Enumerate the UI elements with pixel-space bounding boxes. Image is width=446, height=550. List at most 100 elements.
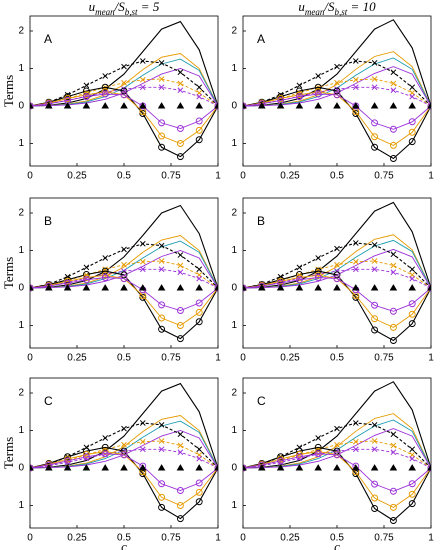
y-axis-label: Terms — [1, 257, 16, 289]
marker — [195, 284, 203, 291]
marker — [121, 425, 127, 432]
marker — [63, 284, 72, 291]
title-part: mean — [95, 7, 115, 17]
y-tick-label: 1 — [231, 500, 237, 511]
marker — [390, 449, 397, 456]
marker — [30, 464, 34, 472]
marker — [214, 284, 218, 292]
marker — [120, 87, 128, 95]
marker — [295, 453, 303, 461]
marker — [196, 446, 203, 453]
marker — [427, 284, 431, 292]
marker — [408, 118, 416, 126]
marker — [158, 503, 166, 511]
y-axis-label: Terms — [1, 437, 16, 469]
marker — [196, 93, 203, 100]
marker — [64, 95, 72, 102]
panel: 0 0.25 0.5 0.75 1 2 1 0 1 B — [231, 197, 434, 364]
marker — [195, 318, 203, 326]
title-part: mean — [305, 7, 325, 17]
x-tick-label: 0 — [27, 533, 33, 544]
marker — [352, 293, 360, 301]
marker — [139, 110, 147, 117]
marker — [371, 505, 379, 512]
marker — [63, 102, 72, 109]
series-line — [243, 86, 431, 160]
marker — [389, 503, 397, 511]
marker — [158, 325, 166, 333]
marker — [390, 431, 397, 438]
x-tick-label: 0.75 — [161, 171, 181, 182]
marker — [371, 133, 379, 141]
marker — [371, 258, 378, 264]
y-axis-label: Terms — [1, 75, 16, 107]
marker — [371, 301, 379, 309]
marker — [120, 464, 128, 471]
marker — [314, 271, 322, 279]
y-tick-label: 1 — [231, 245, 237, 256]
y-tick-label: 1 — [231, 138, 237, 149]
marker — [427, 464, 431, 472]
marker — [101, 271, 109, 279]
marker — [243, 284, 247, 292]
marker — [408, 480, 416, 488]
marker — [352, 84, 359, 91]
y-tick-label: 1 — [18, 500, 24, 511]
marker — [258, 102, 266, 109]
panel: 0 0.25 0.5 0.75 1 2 1 0 1 C Terms c — [1, 377, 221, 550]
marker — [64, 93, 72, 101]
marker — [243, 102, 247, 109]
x-tick-label: 0.75 — [161, 533, 181, 544]
y-tick-label: 1 — [231, 320, 237, 331]
marker — [195, 464, 203, 471]
marker — [296, 444, 303, 451]
marker — [64, 453, 72, 461]
marker — [177, 87, 184, 94]
series-line — [243, 57, 431, 107]
marker — [83, 82, 90, 89]
marker — [370, 284, 379, 291]
marker — [177, 262, 184, 269]
title-part: u — [298, 0, 305, 14]
x-tick-label: 0.25 — [280, 171, 300, 182]
series-line — [243, 201, 431, 289]
marker — [371, 326, 379, 334]
x-tick-label: 0.75 — [161, 353, 181, 364]
marker — [371, 60, 378, 66]
axes-box — [29, 377, 219, 529]
marker — [277, 93, 285, 101]
x-tick-label: 1 — [428, 171, 434, 182]
marker — [121, 79, 127, 86]
title-part: b,st — [335, 7, 348, 17]
y-tick-label: 1 — [18, 245, 24, 256]
marker — [139, 420, 146, 426]
marker — [176, 515, 184, 523]
y-tick-label: 1 — [18, 320, 24, 331]
marker — [389, 141, 397, 149]
marker — [176, 140, 184, 147]
series-line — [243, 446, 431, 522]
series-line — [243, 274, 431, 328]
marker — [177, 80, 184, 87]
series-line — [30, 382, 218, 469]
marker — [258, 284, 266, 291]
marker — [334, 245, 340, 252]
marker — [139, 464, 147, 471]
y-tick-label: 2 — [18, 208, 24, 219]
series-line — [30, 274, 218, 327]
marker — [243, 464, 247, 471]
series-line — [30, 277, 218, 311]
marker — [139, 258, 146, 265]
marker — [101, 284, 109, 291]
x-tick-label: 0.5 — [117, 353, 131, 364]
y-tick-label: 2 — [231, 388, 237, 399]
marker — [389, 487, 397, 495]
series-line — [243, 453, 431, 492]
plot-area — [243, 201, 431, 344]
marker — [409, 275, 416, 282]
marker — [176, 102, 185, 109]
marker — [139, 438, 146, 445]
marker — [120, 102, 128, 109]
marker — [295, 284, 304, 291]
x-tick-label: 1 — [215, 353, 221, 364]
